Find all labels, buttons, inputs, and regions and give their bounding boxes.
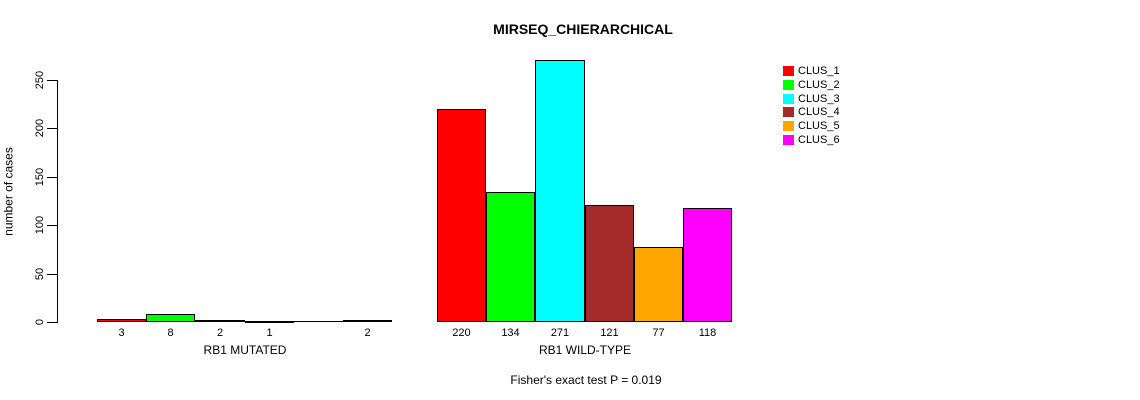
y-axis-tick-label: 200 xyxy=(34,118,46,138)
bar-rb1-wild-type-clus_4 xyxy=(585,205,634,322)
bar-rb1-mutated-clus_5 xyxy=(294,321,343,322)
legend-swatch-clus_6 xyxy=(783,135,794,145)
bar-value-label: 121 xyxy=(600,327,619,339)
y-axis-tick-label: 250 xyxy=(34,70,46,90)
legend-label-clus_4: CLUS_4 xyxy=(798,106,840,118)
legend-label-clus_3: CLUS_3 xyxy=(798,93,840,105)
y-axis-tick xyxy=(47,128,57,129)
bar-value-label: 134 xyxy=(501,327,520,339)
y-axis-label: number of cases xyxy=(1,147,16,236)
bar-value-label: 3 xyxy=(118,327,125,339)
y-axis-tick-label: 50 xyxy=(34,267,46,281)
y-axis-tick xyxy=(47,177,57,178)
group-label-rb1-mutated: RB1 MUTATED xyxy=(203,343,287,357)
bar-rb1-mutated-clus_2 xyxy=(146,314,195,322)
y-axis-tick xyxy=(47,225,57,226)
bar-rb1-wild-type-clus_2 xyxy=(486,192,535,322)
legend-swatch-clus_2 xyxy=(783,80,794,90)
bar-rb1-mutated-clus_6 xyxy=(343,320,392,322)
y-axis-tick xyxy=(47,274,57,275)
bar-rb1-wild-type-clus_5 xyxy=(634,247,683,322)
y-axis-line xyxy=(57,80,58,323)
bar-rb1-mutated-clus_4 xyxy=(245,321,294,323)
bar-rb1-wild-type-clus_3 xyxy=(535,60,585,322)
legend-swatch-clus_5 xyxy=(783,121,794,131)
y-axis-tick-label: 100 xyxy=(34,215,46,235)
legend-swatch-clus_1 xyxy=(783,66,794,76)
fisher-test-annotation: Fisher's exact test P = 0.019 xyxy=(510,373,662,387)
bar-rb1-wild-type-clus_1 xyxy=(437,109,486,322)
chart-title: MIRSEQ_CHIERARCHICAL xyxy=(493,21,673,37)
legend-label-clus_1: CLUS_1 xyxy=(798,65,840,77)
group-label-rb1-wild-type: RB1 WILD-TYPE xyxy=(538,343,631,357)
y-axis-tick xyxy=(47,80,57,81)
bar-value-label: 77 xyxy=(652,327,665,339)
bar-value-label: 2 xyxy=(216,327,224,339)
legend-swatch-clus_3 xyxy=(783,94,794,104)
bar-value-label: 8 xyxy=(167,327,174,339)
bar-rb1-mutated-clus_3 xyxy=(195,320,245,322)
legend-label-clus_2: CLUS_2 xyxy=(798,79,840,91)
legend-swatch-clus_4 xyxy=(783,107,794,117)
y-axis-tick xyxy=(47,322,57,323)
y-axis-tick-label: 150 xyxy=(34,167,46,187)
legend-label-clus_6: CLUS_6 xyxy=(798,134,840,146)
bar-value-label: 2 xyxy=(364,327,371,339)
bar-value-label: 220 xyxy=(452,327,471,339)
bar-value-label: 1 xyxy=(266,327,273,339)
bar-rb1-wild-type-clus_6 xyxy=(683,208,732,322)
bar-value-label xyxy=(294,327,343,339)
legend-label-clus_5: CLUS_5 xyxy=(798,120,840,132)
bar-value-label: 271 xyxy=(550,327,570,339)
y-axis-tick-label: 0 xyxy=(34,318,46,326)
bar-value-label: 118 xyxy=(698,327,717,339)
bar-rb1-mutated-clus_1 xyxy=(97,319,146,322)
